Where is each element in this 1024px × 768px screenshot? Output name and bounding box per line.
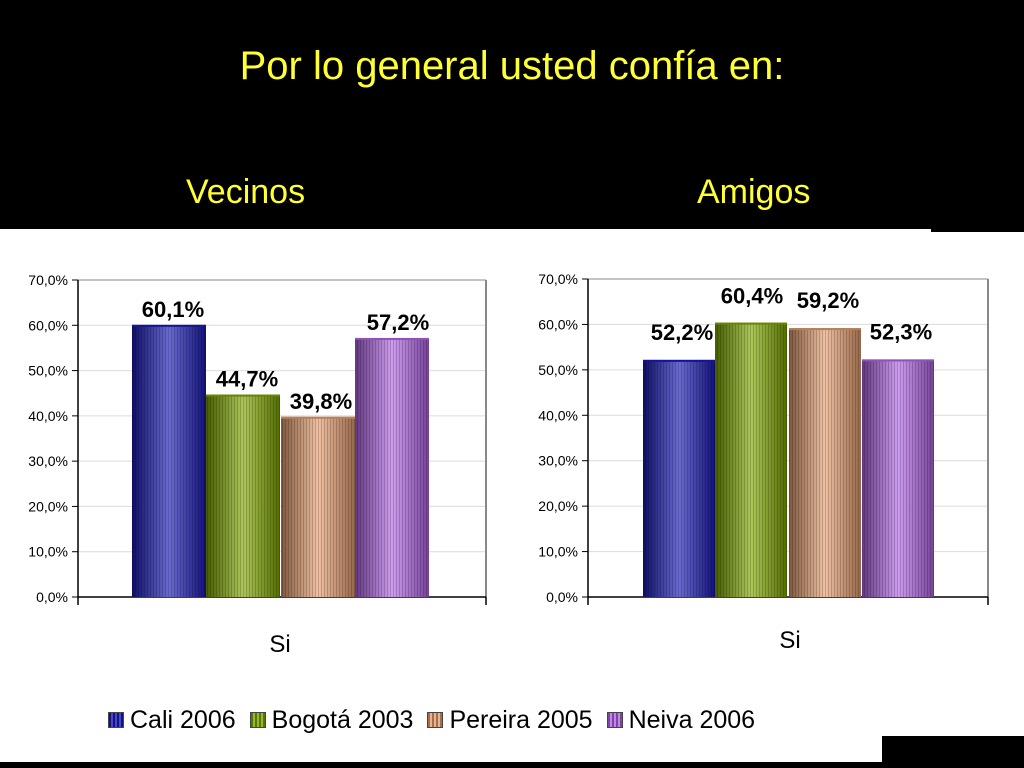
chart-title-amigos: Amigos — [697, 173, 811, 211]
y-tick-label: 50,0% — [28, 363, 68, 379]
y-tick-label: 70,0% — [538, 271, 578, 287]
data-label: 60,4% — [721, 284, 783, 309]
legend-label-bogota: Bogotá 2003 — [271, 705, 414, 734]
data-label: 57,2% — [367, 310, 429, 335]
y-tick-label: 60,0% — [538, 316, 578, 332]
data-label: 44,7% — [216, 367, 278, 392]
y-tick-label: 30,0% — [28, 453, 68, 469]
y-tick-label: 40,0% — [538, 407, 578, 423]
y-tick-label: 40,0% — [28, 408, 68, 424]
bar-texture — [132, 324, 206, 597]
y-tick-label: 70,0% — [28, 272, 68, 288]
chart-amigos: 0,0% 10,0% 20,0% 30,0% 40,0% 50,0% 60,0% 70,0% 5… — [538, 271, 989, 654]
x-category-label: Si — [269, 631, 290, 658]
bar-texture — [206, 394, 280, 597]
bar-texture — [355, 337, 429, 597]
bar-cap — [715, 322, 787, 325]
bar-texture — [281, 416, 355, 597]
bar-cap — [862, 359, 934, 362]
bar-cap — [206, 394, 280, 397]
legend-swatch-neiva — [606, 712, 623, 728]
bar-cap — [643, 359, 715, 362]
legend-swatch-cali — [108, 712, 124, 728]
y-tick-label: 0,0% — [36, 589, 68, 605]
legend-label-pereira: Pereira 2005 — [449, 705, 593, 734]
bar-texture — [789, 328, 861, 597]
y-tick-label: 60,0% — [28, 317, 68, 333]
y-tick-label: 20,0% — [538, 498, 578, 514]
chart-vecinos: 0,0% 10,0% 20,0% 30,0% 40,0% 50,0% 60,0% 70,0% 6… — [28, 272, 487, 658]
data-label: 39,8% — [290, 389, 352, 414]
bar-texture — [643, 359, 715, 597]
legend-swatch-bogota — [249, 712, 266, 728]
legend-item-neiva: Neiva 2006 — [606, 705, 756, 735]
y-tick-label: 20,0% — [28, 498, 68, 514]
data-label: 60,1% — [142, 297, 204, 322]
data-label: 59,2% — [797, 288, 859, 313]
legend: Cali 2006 Bogotá 2003 Pereira 2005 Neiva… — [108, 704, 769, 736]
bar-cap — [355, 337, 429, 340]
legend-label-neiva: Neiva 2006 — [628, 705, 756, 734]
bar-cap — [132, 324, 206, 327]
bar-cap — [281, 416, 355, 419]
legend-swatch-pereira — [427, 712, 444, 728]
y-tick-label: 0,0% — [546, 589, 578, 605]
legend-item-cali: Cali 2006 — [108, 706, 236, 735]
data-label: 52,3% — [870, 319, 932, 344]
legend-label-cali: Cali 2006 — [130, 705, 236, 734]
bar-texture — [715, 322, 787, 597]
bottom-strip — [0, 762, 1024, 768]
y-tick-label: 10,0% — [538, 544, 578, 560]
panel-notch — [931, 229, 1024, 232]
page-title: Por lo general usted confía en: — [239, 44, 785, 88]
legend-item-bogota: Bogotá 2003 — [249, 705, 414, 735]
bar-cap — [789, 328, 861, 331]
chart-title-vecinos: Vecinos — [186, 173, 306, 211]
data-label: 52,2% — [651, 320, 713, 345]
y-tick-label: 50,0% — [538, 362, 578, 378]
x-category-label: Si — [779, 627, 800, 654]
bar-texture — [862, 359, 934, 597]
legend-item-pereira: Pereira 2005 — [427, 705, 593, 735]
y-tick-label: 30,0% — [538, 453, 578, 469]
y-tick-label: 10,0% — [28, 544, 68, 560]
